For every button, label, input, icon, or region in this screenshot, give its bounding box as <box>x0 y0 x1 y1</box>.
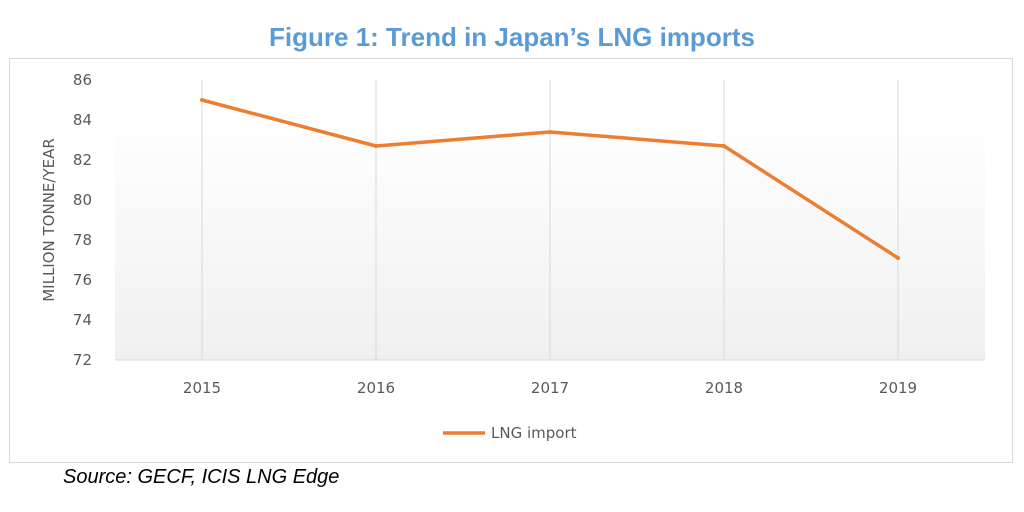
source-note: Source: GECF, ICIS LNG Edge <box>63 466 340 488</box>
y-axis-ticks: 72 74 76 78 80 82 84 86 <box>73 71 92 369</box>
y-tick-label: 78 <box>73 231 92 249</box>
y-tick-label: 72 <box>73 351 92 369</box>
data-point-2017 <box>548 130 552 134</box>
x-tick-label-2016: 2016 <box>357 379 395 397</box>
vertical-gridlines <box>201 80 899 360</box>
x-tick-label-2019: 2019 <box>879 379 917 397</box>
y-tick-label: 76 <box>73 271 92 289</box>
chart-frame <box>9 58 1013 463</box>
y-tick-label: 82 <box>73 151 92 169</box>
y-tick-label: 86 <box>73 71 92 89</box>
series-points <box>200 98 900 260</box>
y-tick-label: 84 <box>73 111 92 129</box>
y-tick-label: 74 <box>73 311 92 329</box>
data-point-2015 <box>200 98 204 102</box>
data-point-2019 <box>896 256 900 260</box>
figure-title: Figure 1: Trend in Japan’s LNG imports <box>269 22 755 52</box>
x-axis-ticks: 2015 2016 2017 2018 2019 <box>183 379 917 397</box>
y-axis-title: MILLION TONNE/YEAR <box>40 138 58 302</box>
x-tick-label-2018: 2018 <box>705 379 743 397</box>
y-tick-label: 80 <box>73 191 92 209</box>
legend: LNG import <box>443 424 577 442</box>
data-point-2016 <box>374 144 378 148</box>
data-point-2018 <box>722 144 726 148</box>
x-tick-label-2017: 2017 <box>531 379 569 397</box>
legend-label-lng-import: LNG import <box>491 424 577 442</box>
x-tick-label-2015: 2015 <box>183 379 221 397</box>
line-chart: 72 74 76 78 80 82 84 86 2015 2016 2017 2018 2019 MI… <box>40 71 985 442</box>
